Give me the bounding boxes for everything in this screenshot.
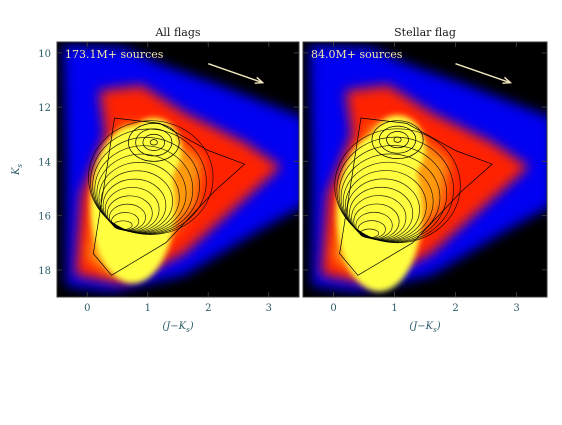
contour-line	[386, 131, 409, 149]
contour-outer	[339, 117, 493, 276]
contour-line	[347, 178, 420, 241]
reddening-arrowhead	[502, 76, 513, 84]
plot-frame	[56, 41, 300, 298]
contour-line	[340, 153, 441, 242]
x-tick-label: 0	[330, 303, 336, 314]
contour-line	[371, 120, 424, 159]
x-tick-label: 3	[266, 303, 272, 314]
y-tick-label: 12	[38, 103, 51, 114]
contour-line	[88, 120, 214, 235]
y-axis-label: Ks	[11, 164, 24, 176]
y-tick-label: 10	[38, 49, 51, 60]
reddening-vector	[455, 63, 511, 84]
panel-title: All flags	[154, 26, 200, 39]
source-count-label: 84.0M+ sources	[311, 48, 403, 61]
contour-line	[344, 170, 427, 242]
contour-line	[342, 161, 434, 242]
plot-frame	[302, 41, 548, 298]
y-tick-label: 16	[38, 212, 51, 223]
y-tick-label: 18	[38, 266, 51, 277]
panel-title: Stellar flag	[394, 26, 456, 39]
x-tick-label: 2	[205, 303, 211, 314]
contour-line	[102, 178, 167, 233]
contour-line	[338, 145, 448, 243]
reddening-vector	[208, 63, 263, 84]
x-axis-label: (J−Ks)	[162, 321, 193, 334]
density-map	[63, 44, 299, 292]
contour-line	[100, 170, 173, 233]
contour-line	[378, 125, 417, 154]
contour-line	[98, 162, 180, 233]
contour-line	[351, 195, 407, 240]
x-axis-label: (J−Ks)	[409, 321, 440, 334]
contours	[334, 117, 493, 276]
contour-line	[349, 186, 414, 241]
reddening-arrowhead	[254, 76, 265, 84]
contours	[88, 117, 246, 276]
x-tick-label: 3	[513, 303, 519, 314]
x-tick-label: 2	[452, 303, 458, 314]
contour-line	[128, 123, 180, 162]
x-tick-label: 0	[84, 303, 90, 314]
density-map	[309, 44, 547, 292]
y-tick-label: 14	[38, 157, 51, 168]
contour-line	[142, 133, 166, 151]
contour-line	[393, 136, 402, 143]
contour-line	[149, 139, 158, 146]
contour-line	[104, 187, 160, 232]
contour-line	[96, 153, 187, 234]
x-tick-label: 1	[145, 303, 151, 314]
contour-line	[92, 137, 200, 235]
contour-line	[135, 128, 173, 157]
source-count-label: 173.1M+ sources	[65, 48, 164, 61]
contour-outer	[92, 117, 246, 276]
x-tick-label: 1	[391, 303, 397, 314]
contour-line	[334, 128, 461, 244]
panel-2: Stellar flag 84.0M+ sources 0 1 2 3 (J−Ks)	[302, 26, 548, 334]
